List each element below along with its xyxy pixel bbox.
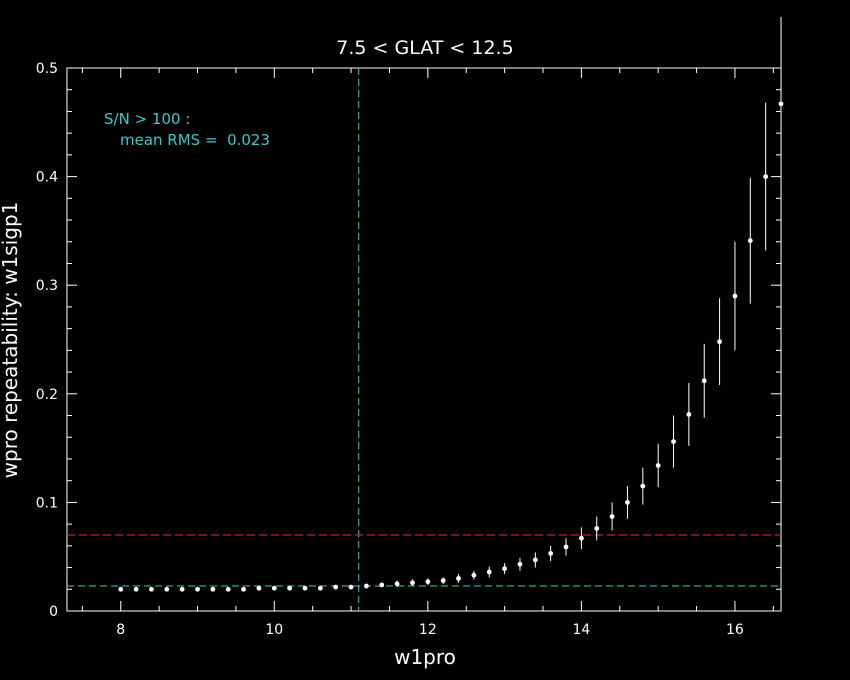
data-point [425, 579, 431, 585]
x-tick-label: 10 [265, 622, 283, 638]
data-point [195, 586, 200, 592]
x-tick-label: 12 [419, 622, 437, 638]
data-point [671, 439, 676, 444]
data-point [440, 578, 446, 583]
data-point [287, 585, 293, 591]
data-point [594, 526, 600, 531]
x-tick-label: 8 [116, 622, 125, 638]
data-point [640, 483, 646, 489]
plot-border [66, 67, 782, 612]
data-point [486, 569, 492, 575]
data-point [532, 557, 538, 563]
y-tick-label: 0.4 [36, 170, 58, 186]
y-tick-label: 0.5 [36, 61, 58, 77]
data-point [747, 238, 753, 244]
data-point [379, 582, 385, 588]
axis-ticks: 8 10 12 14 16 0 0.1 0.2 0.3 0.4 0.5 [36, 61, 781, 638]
data-point [548, 551, 554, 556]
data-point [302, 585, 308, 591]
data-point [578, 535, 584, 541]
data-point [118, 586, 124, 592]
data-point [348, 584, 354, 590]
data-point [317, 585, 323, 591]
data-point [164, 586, 170, 592]
data-point [517, 561, 523, 567]
data-point [225, 586, 231, 592]
data-point [717, 339, 722, 345]
data-point [410, 580, 415, 586]
data-point [502, 566, 508, 572]
data-point [394, 581, 400, 587]
x-axis-title: w1pro [394, 645, 456, 669]
data-point [625, 500, 630, 505]
y-tick-label: 0.2 [36, 387, 58, 403]
chart-title: 7.5 < GLAT < 12.5 [336, 37, 513, 59]
y-axis-title: wpro repeatability: w1sigp1 [0, 202, 22, 479]
reference-lines [67, 68, 781, 611]
data-point [471, 572, 477, 578]
plot-frame [66, 67, 782, 612]
data-point [210, 586, 216, 592]
data-point [364, 583, 369, 589]
annotation-line-2: mean RMS = 0.023 [120, 131, 270, 149]
annotation-line-1: S/N > 100 : [104, 110, 190, 128]
data-points [118, 16, 784, 592]
data-point [256, 585, 262, 591]
data-point [271, 585, 277, 591]
data-point [133, 586, 139, 592]
data-point [563, 544, 569, 550]
data-point [149, 586, 154, 592]
x-tick-label: 16 [726, 622, 744, 638]
x-tick-label: 14 [572, 622, 590, 638]
y-tick-label: 0 [49, 604, 58, 620]
y-tick-label: 0.3 [36, 278, 58, 294]
data-point [686, 412, 692, 417]
data-point [763, 174, 769, 180]
data-point [333, 584, 339, 590]
data-point [179, 586, 185, 592]
data-point [655, 463, 661, 468]
data-point [456, 576, 461, 581]
y-tick-label: 0.1 [36, 495, 58, 511]
data-point [609, 514, 615, 519]
data-point [778, 101, 784, 107]
data-point [732, 293, 738, 299]
data-point [701, 378, 707, 384]
data-point [241, 586, 246, 592]
